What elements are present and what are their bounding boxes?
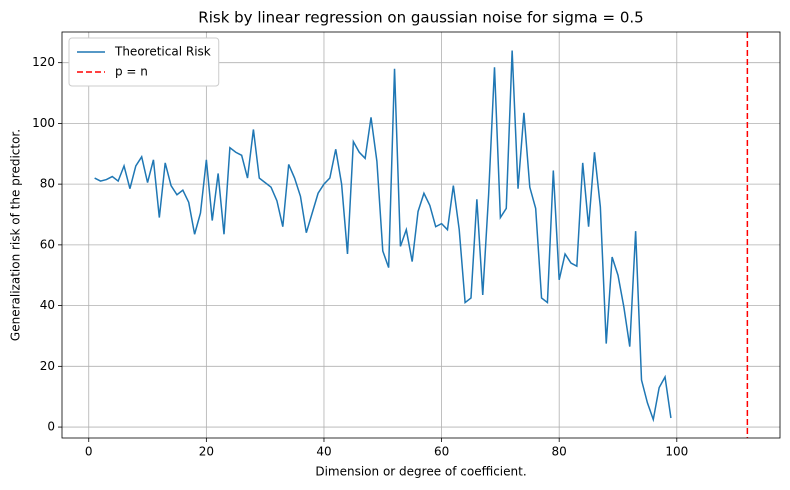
plot-frame — [61, 31, 781, 439]
x-tick-label: 40 — [316, 445, 331, 459]
y-tick-label: 80 — [40, 177, 55, 191]
x-tick-label: 0 — [85, 445, 93, 459]
y-tick-label: 40 — [40, 298, 55, 312]
y-tick-label: 100 — [32, 116, 55, 130]
legend: Theoretical Risk p = n — [68, 37, 220, 87]
data-line — [94, 50, 672, 423]
legend-label: p = n — [115, 65, 148, 79]
legend-box — [68, 37, 220, 87]
legend-label: Theoretical Risk — [114, 45, 211, 59]
chart-title: Risk by linear regression on gaussian no… — [198, 9, 643, 27]
x-tick-label: 20 — [199, 445, 214, 459]
y-tick-label: 20 — [40, 359, 55, 373]
x-tick-label: 80 — [552, 445, 567, 459]
y-tick-label: 60 — [40, 237, 55, 251]
x-tick-label: 60 — [434, 445, 449, 459]
x-tick-label: 100 — [665, 445, 688, 459]
y-tick-label: 120 — [32, 55, 55, 69]
y-axis-label: Generalization risk of the predictor. — [9, 129, 23, 341]
y-tick-label: 0 — [47, 420, 55, 434]
x-axis-label: Dimension or degree of coefficient. — [315, 465, 526, 479]
